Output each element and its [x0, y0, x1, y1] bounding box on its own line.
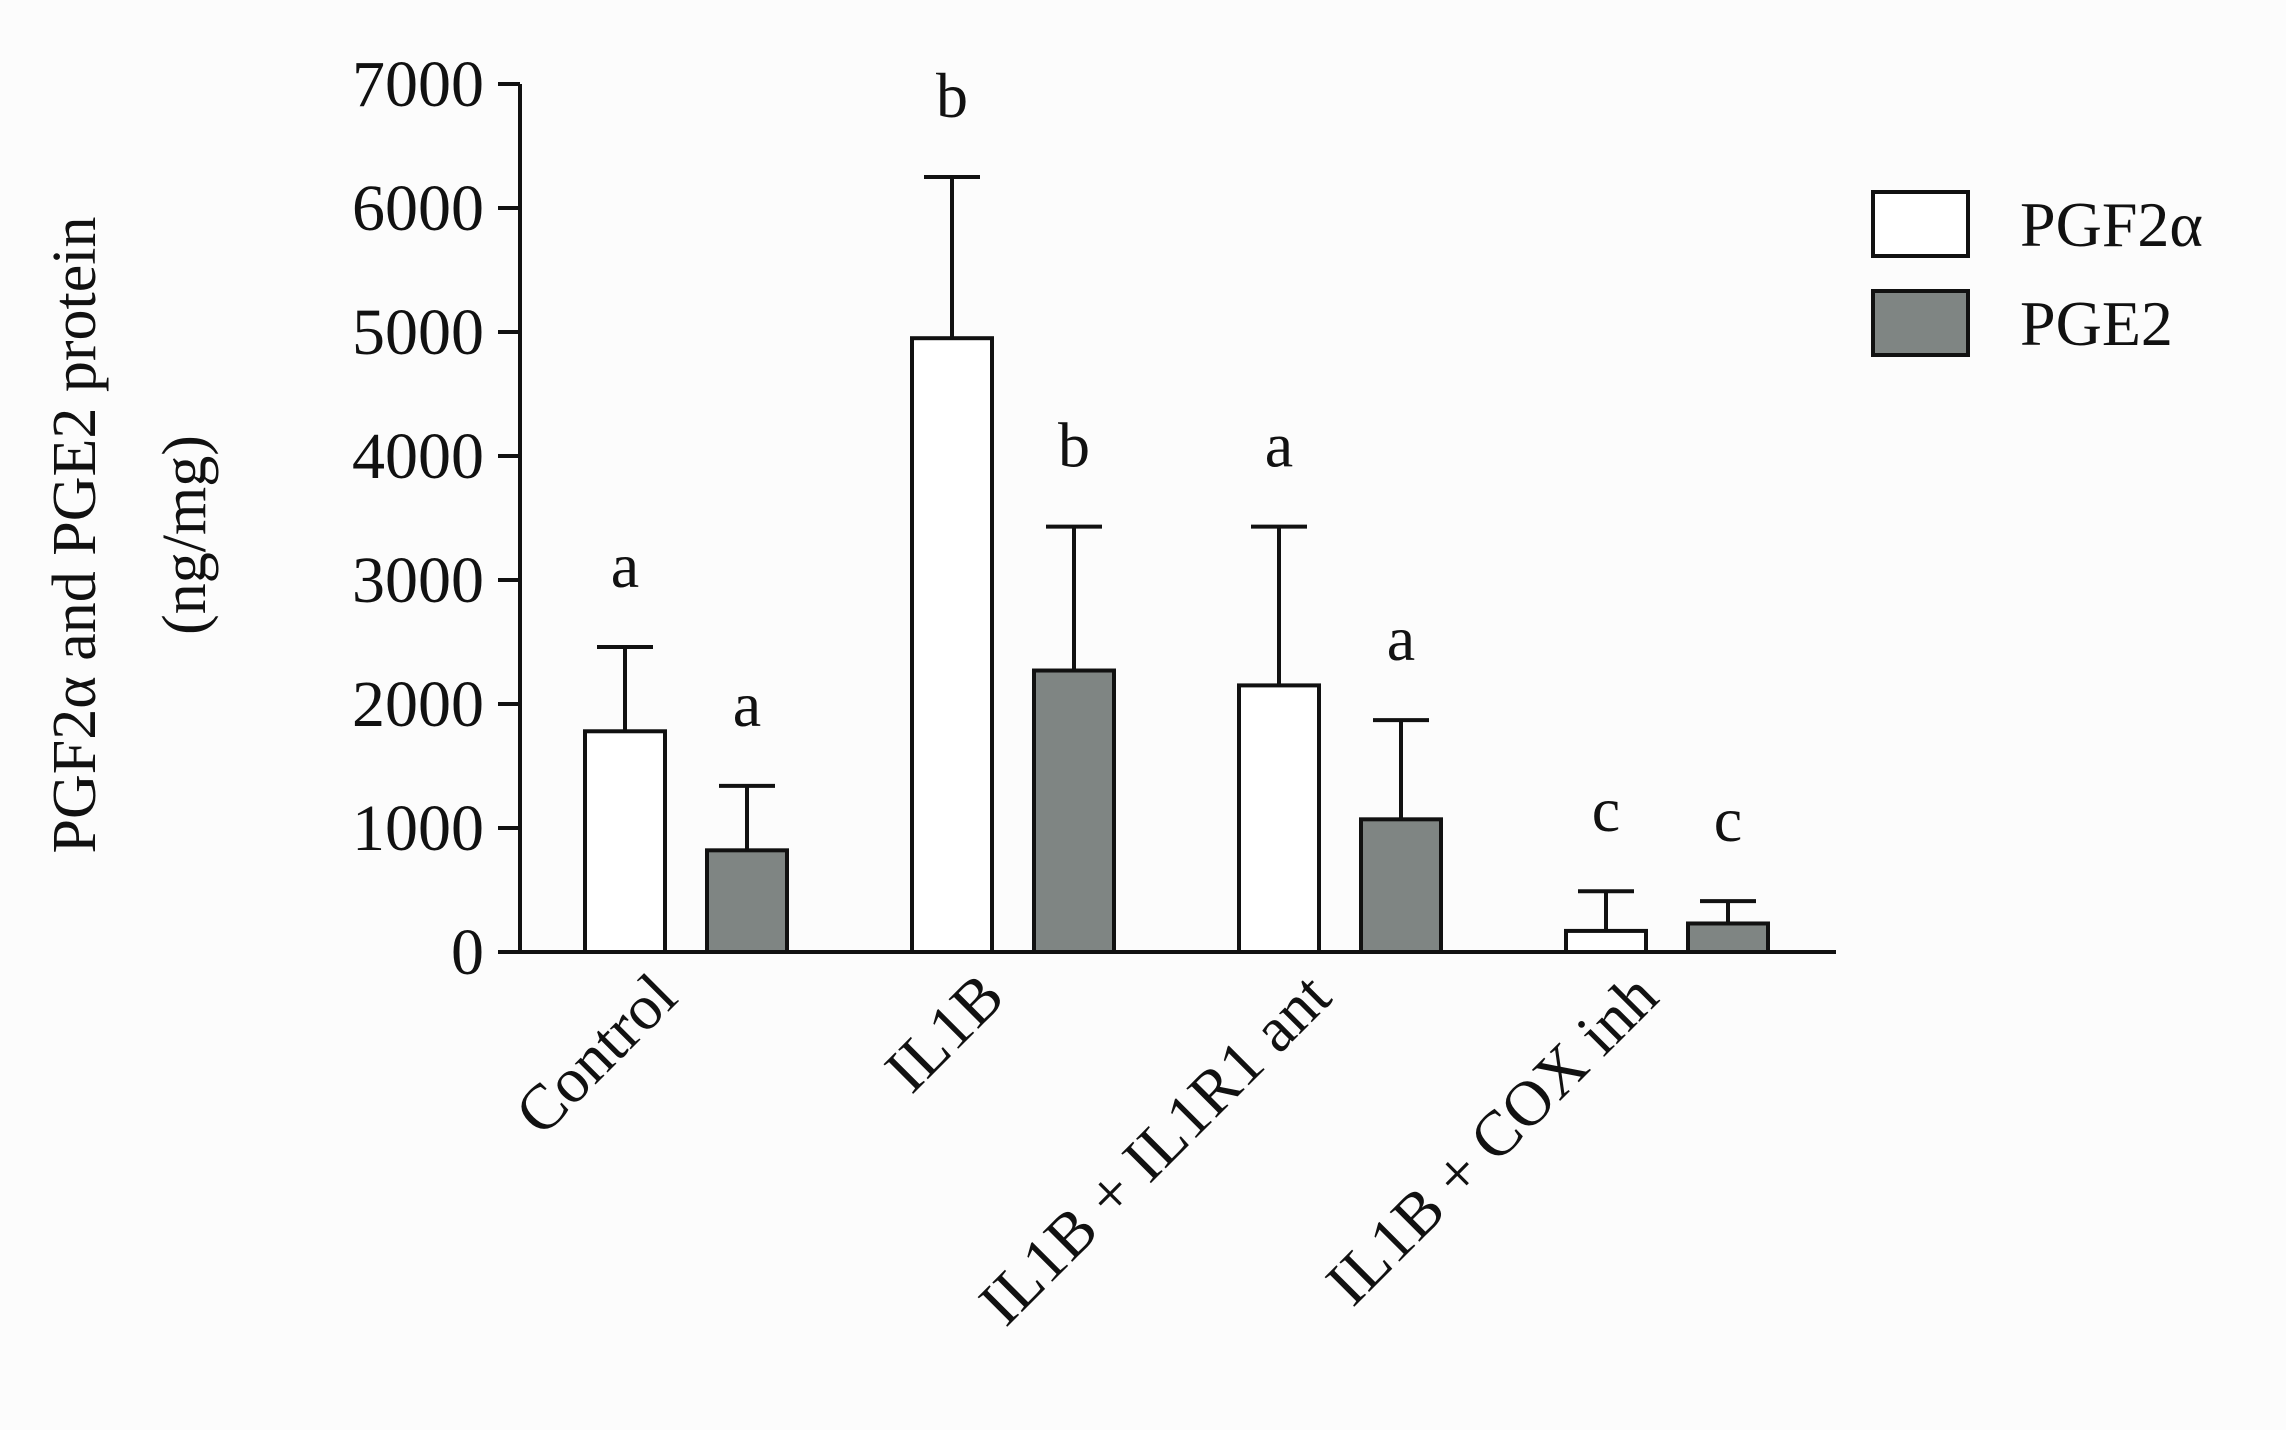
legend-label: PGF2α	[2020, 189, 2203, 260]
y-axis-title-line-1: PGF2α and PGE2 protein	[41, 217, 109, 854]
bar	[705, 848, 789, 955]
y-tick-label: 5000	[352, 296, 484, 369]
x-category-label: IL1B	[871, 960, 1017, 1106]
y-tick-label: 4000	[352, 420, 484, 493]
y-tick-label: 1000	[352, 792, 484, 865]
x-category-label: Control	[501, 960, 689, 1148]
x-category-label: IL1B + IL1R1 ant	[965, 960, 1344, 1339]
bar	[1032, 668, 1116, 955]
bar	[583, 729, 667, 955]
y-axis-title: PGF2α and PGE2 protein (ng/mg)	[41, 217, 219, 854]
legend-swatch	[1871, 190, 1970, 258]
significance-letter: b	[936, 60, 968, 131]
legend-swatch	[1871, 289, 1970, 357]
significance-letter: a	[1265, 410, 1293, 481]
bar	[1686, 921, 1770, 954]
y-tick-label: 3000	[352, 544, 484, 617]
bar	[1237, 683, 1321, 955]
y-tick-label: 6000	[352, 172, 484, 245]
significance-letter: a	[1387, 603, 1415, 674]
significance-letter: c	[1714, 784, 1742, 855]
significance-letter: a	[611, 530, 639, 601]
bar	[1359, 817, 1443, 954]
y-tick-label: 2000	[352, 668, 484, 741]
y-tick-label: 0	[451, 916, 484, 989]
significance-letter: b	[1058, 410, 1090, 481]
legend: PGF2α PGE2	[1871, 189, 2203, 359]
legend-label: PGE2	[2020, 288, 2173, 359]
x-category-label: IL1B + COX inh	[1312, 960, 1671, 1319]
significance-letter: c	[1592, 774, 1620, 845]
significance-letter: a	[733, 669, 761, 740]
y-axis-title-line-2: (ng/mg)	[151, 435, 219, 635]
bar	[910, 336, 994, 954]
y-tick-label: 7000	[352, 48, 484, 121]
bar	[1564, 928, 1648, 954]
plot-area: 0 1000 2000 3000 4000 5000 6000 7000 a a Control b b…	[352, 48, 1836, 1338]
